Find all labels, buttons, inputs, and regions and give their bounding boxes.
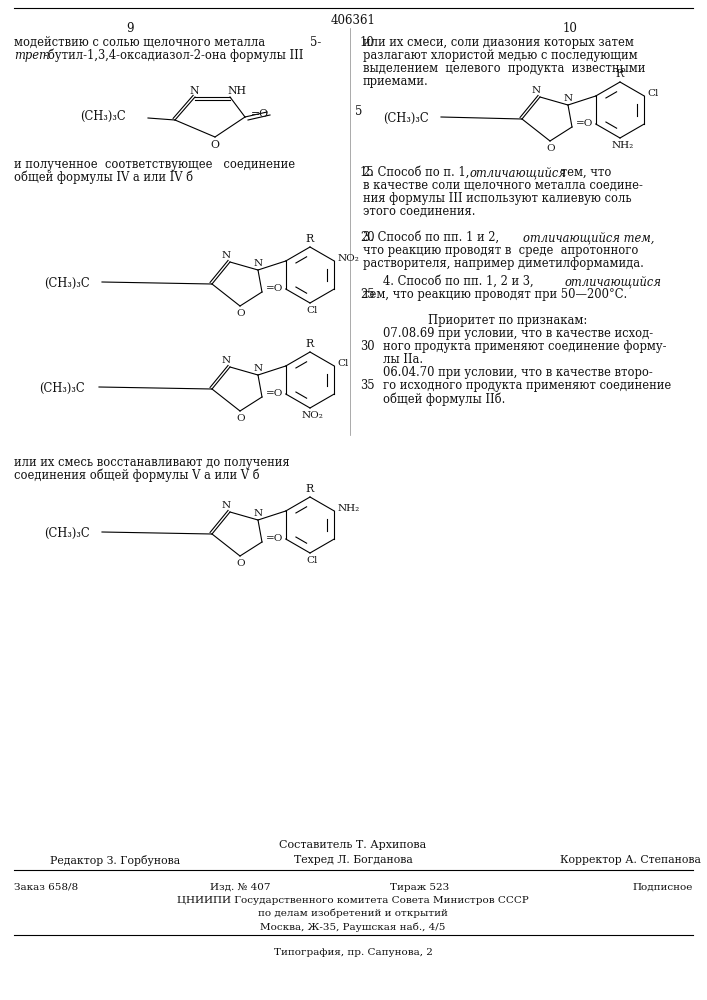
Text: отличающийся тем,: отличающийся тем, xyxy=(523,231,655,244)
Text: R: R xyxy=(305,339,313,349)
Text: общей формулы IV а или IV б: общей формулы IV а или IV б xyxy=(14,171,193,184)
Text: ЦНИИПИ Государственного комитета Совета Министров СССР: ЦНИИПИ Государственного комитета Совета … xyxy=(177,896,529,905)
Text: 10: 10 xyxy=(563,22,578,35)
Text: O: O xyxy=(236,309,245,318)
Text: 15: 15 xyxy=(360,166,375,179)
Text: N: N xyxy=(222,251,231,260)
Text: отличающийся: отличающийся xyxy=(565,275,662,288)
Text: тем, что реакцию проводят при 50—200°С.: тем, что реакцию проводят при 50—200°С. xyxy=(363,288,627,301)
Text: приемами.: приемами. xyxy=(363,75,428,88)
Text: R: R xyxy=(305,484,313,494)
Text: N: N xyxy=(189,86,199,96)
Text: модействию с солью щелочного металла: модействию с солью щелочного металла xyxy=(14,36,265,49)
Text: 2. Способ по п. 1,: 2. Способ по п. 1, xyxy=(363,166,473,179)
Text: O: O xyxy=(236,559,245,568)
Text: NH₂: NH₂ xyxy=(612,141,634,150)
Text: 5-: 5- xyxy=(310,36,321,49)
Text: тем, что: тем, что xyxy=(557,166,612,179)
Text: N: N xyxy=(254,509,263,518)
Text: NH₂: NH₂ xyxy=(337,504,359,513)
Text: Москва, Ж-35, Раушская наб., 4/5: Москва, Ж-35, Раушская наб., 4/5 xyxy=(260,922,445,932)
Text: отличающийся: отличающийся xyxy=(470,166,567,179)
Text: 4. Способ по пп. 1, 2 и 3,: 4. Способ по пп. 1, 2 и 3, xyxy=(383,275,537,288)
Text: и полученное  соответствующее   соединение: и полученное соответствующее соединение xyxy=(14,158,295,171)
Text: =O: =O xyxy=(251,109,269,119)
Text: общей формулы IIб.: общей формулы IIб. xyxy=(383,392,506,406)
Text: (CH₃)₃C: (CH₃)₃C xyxy=(44,277,90,290)
Text: N: N xyxy=(222,356,231,365)
Text: лы IIа.: лы IIа. xyxy=(383,353,423,366)
Text: соединения общей формулы V а или V б: соединения общей формулы V а или V б xyxy=(14,469,259,483)
Text: (CH₃)₃C: (CH₃)₃C xyxy=(44,527,90,540)
Text: по делам изобретений и открытий: по делам изобретений и открытий xyxy=(258,909,448,918)
Text: разлагают хлористой медью с последующим: разлагают хлористой медью с последующим xyxy=(363,49,638,62)
Text: =O: =O xyxy=(266,389,284,398)
Text: 10: 10 xyxy=(360,36,375,49)
Text: 20: 20 xyxy=(360,231,375,244)
Text: 5: 5 xyxy=(355,105,363,118)
Text: 406361: 406361 xyxy=(331,14,375,27)
Text: 06.04.70 при условии, что в качестве второ-: 06.04.70 при условии, что в качестве вто… xyxy=(383,366,653,379)
Text: в качестве соли щелочного металла соедине-: в качестве соли щелочного металла соедин… xyxy=(363,179,643,192)
Text: O: O xyxy=(546,144,554,153)
Text: 9: 9 xyxy=(127,22,134,35)
Text: Корректор А. Степанова: Корректор А. Степанова xyxy=(560,855,701,865)
Text: Cl: Cl xyxy=(306,556,317,565)
Text: =O: =O xyxy=(266,534,284,543)
Text: NH: NH xyxy=(227,86,246,96)
Text: N: N xyxy=(254,364,263,373)
Text: этого соединения.: этого соединения. xyxy=(363,205,476,218)
Text: 30: 30 xyxy=(360,340,375,353)
Text: =O: =O xyxy=(266,284,284,293)
Text: Техред Л. Богданова: Техред Л. Богданова xyxy=(293,855,412,865)
Text: R: R xyxy=(615,69,624,79)
Text: Cl: Cl xyxy=(306,306,317,315)
Text: NO₂: NO₂ xyxy=(302,411,324,420)
Text: трет: трет xyxy=(14,49,50,62)
Text: -бутил-1,3,4-оксадиазол-2-она формулы III: -бутил-1,3,4-оксадиазол-2-она формулы II… xyxy=(44,49,303,62)
Text: Подписное: Подписное xyxy=(633,883,693,892)
Text: ния формулы III используют калиевую соль: ния формулы III используют калиевую соль xyxy=(363,192,631,205)
Text: =O: =O xyxy=(576,119,593,128)
Text: 3. Способ по пп. 1 и 2,: 3. Способ по пп. 1 и 2, xyxy=(363,231,503,244)
Text: N: N xyxy=(564,94,573,103)
Text: го исходного продукта применяют соединение: го исходного продукта применяют соединен… xyxy=(383,379,671,392)
Text: растворителя, например диметилформамида.: растворителя, например диметилформамида. xyxy=(363,257,644,270)
Text: Составитель Т. Архипова: Составитель Т. Архипова xyxy=(279,840,426,850)
Text: N: N xyxy=(532,86,541,95)
Text: Приоритет по признакам:: Приоритет по признакам: xyxy=(428,314,588,327)
Text: R: R xyxy=(305,234,313,244)
Text: Типография, пр. Сапунова, 2: Типография, пр. Сапунова, 2 xyxy=(274,948,433,957)
Text: выделением  целевого  продукта  известными: выделением целевого продукта известными xyxy=(363,62,645,75)
Text: N: N xyxy=(254,259,263,268)
Text: Тираж 523: Тираж 523 xyxy=(390,883,450,892)
Text: (CH₃)₃C: (CH₃)₃C xyxy=(383,112,428,125)
Text: Cl: Cl xyxy=(647,89,659,98)
Text: Редактор З. Горбунова: Редактор З. Горбунова xyxy=(50,855,180,866)
Text: N: N xyxy=(222,501,231,510)
Text: Cl: Cl xyxy=(337,359,349,368)
Text: 25: 25 xyxy=(360,288,375,301)
Text: или их смесь восстанавливают до получения: или их смесь восстанавливают до получени… xyxy=(14,456,290,469)
Text: O: O xyxy=(236,414,245,423)
Text: ного продукта применяют соединение форму-: ного продукта применяют соединение форму… xyxy=(383,340,667,353)
Text: или их смеси, соли диазония которых затем: или их смеси, соли диазония которых зате… xyxy=(363,36,634,49)
Text: 07.08.69 при условии, что в качестве исход-: 07.08.69 при условии, что в качестве исх… xyxy=(383,327,653,340)
Text: O: O xyxy=(210,140,219,150)
Text: 35: 35 xyxy=(360,379,375,392)
Text: что реакцию проводят в  среде  апротонного: что реакцию проводят в среде апротонного xyxy=(363,244,638,257)
Text: Изд. № 407: Изд. № 407 xyxy=(210,883,270,892)
Text: (CH₃)₃C: (CH₃)₃C xyxy=(80,110,126,123)
Text: (CH₃)₃C: (CH₃)₃C xyxy=(39,382,85,395)
Text: Заказ 658/8: Заказ 658/8 xyxy=(14,883,78,892)
Text: NO₂: NO₂ xyxy=(337,254,359,263)
